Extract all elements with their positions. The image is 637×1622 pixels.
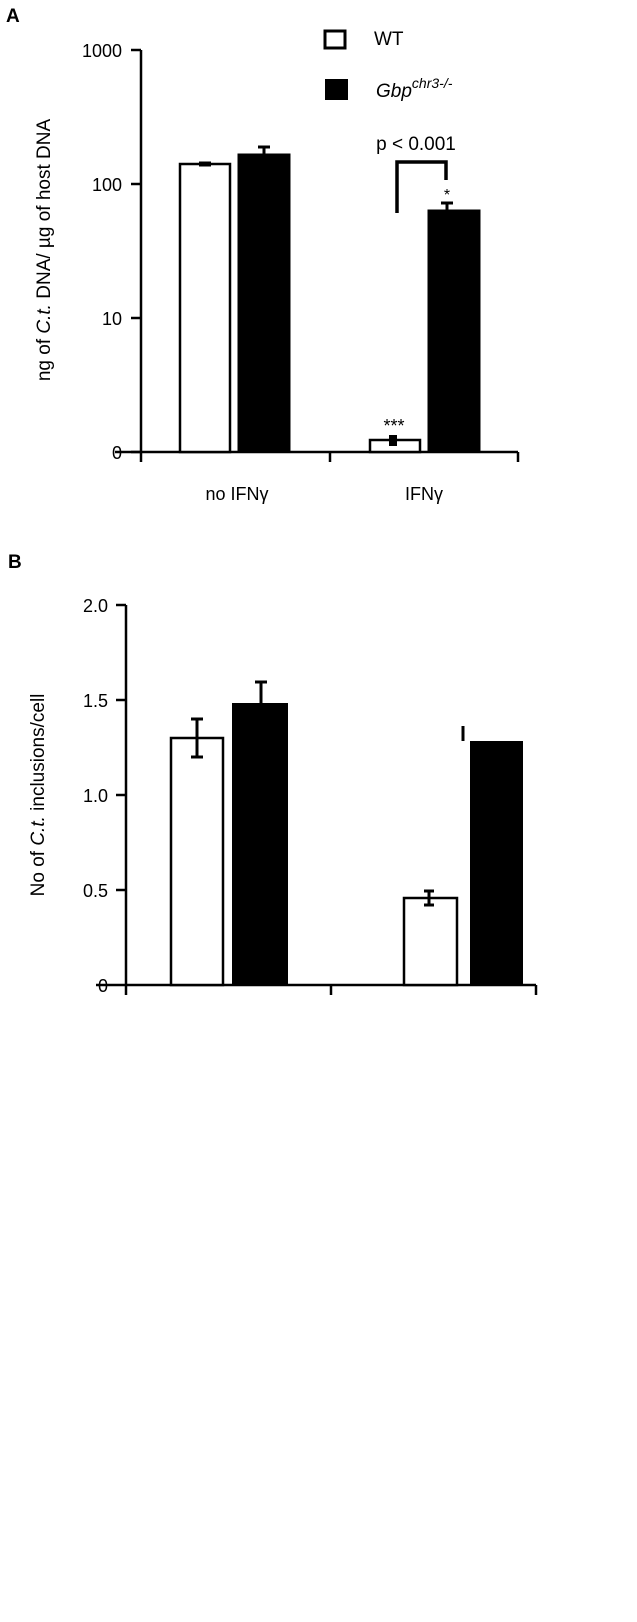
panel-label-a: A xyxy=(6,6,20,27)
x-label-a-ifn: IFNγ xyxy=(405,484,443,504)
legend-swatch-ko-a xyxy=(325,79,348,100)
bar-b-wt-ifn xyxy=(402,896,459,987)
x-label-a-noifn: no IFNγ xyxy=(205,484,268,504)
y-tick-a-0: 0 xyxy=(112,443,122,463)
y-tick-b-2.0: 2.0 xyxy=(83,596,108,616)
y-tick-a-1000: 1000 xyxy=(82,41,122,61)
bar-b-wt-noifn xyxy=(169,736,225,987)
sig-a-wt-ifn: *** xyxy=(383,416,404,436)
legend-swatch-wt-a xyxy=(323,29,347,50)
y-tick-a-10: 10 xyxy=(102,309,122,329)
y-tick-b-0: 0 xyxy=(98,976,108,996)
bar-b-ko-noifn xyxy=(232,703,288,985)
y-tick-b-0.5: 0.5 xyxy=(83,881,108,901)
panel-label-b: B xyxy=(8,552,22,573)
legend-wt-a: WT xyxy=(374,29,404,50)
y-tick-a-100: 100 xyxy=(92,175,122,195)
bracket-a xyxy=(395,160,448,213)
panel-b: B No of C.t. inclusions/cell 2.0 1.5 1.0… xyxy=(8,552,538,996)
y-axis-label-b: No of C.t. inclusions/cell xyxy=(28,694,49,897)
y-tick-b-1.0: 1.0 xyxy=(83,786,108,806)
pvalue-a: p < 0.001 xyxy=(376,134,456,155)
bar-a-wt-noifn xyxy=(178,162,232,454)
legend-ko-a: Gbpchr3-/- xyxy=(376,75,453,102)
y-tick-b-1.5: 1.5 xyxy=(83,691,108,711)
bar-a-ko-ifn xyxy=(427,209,481,453)
y-axis-label-a: ng of C.t. DNA/ µg of host DNA xyxy=(34,119,55,382)
panel-a: A ng of C.t. DNA/ µg of host DNA 1000 10… xyxy=(6,6,520,504)
sig-a-ko-ifn: * xyxy=(444,187,450,204)
bar-b-ko-ifn xyxy=(470,741,523,985)
bar-a-ko-noifn xyxy=(237,153,291,453)
